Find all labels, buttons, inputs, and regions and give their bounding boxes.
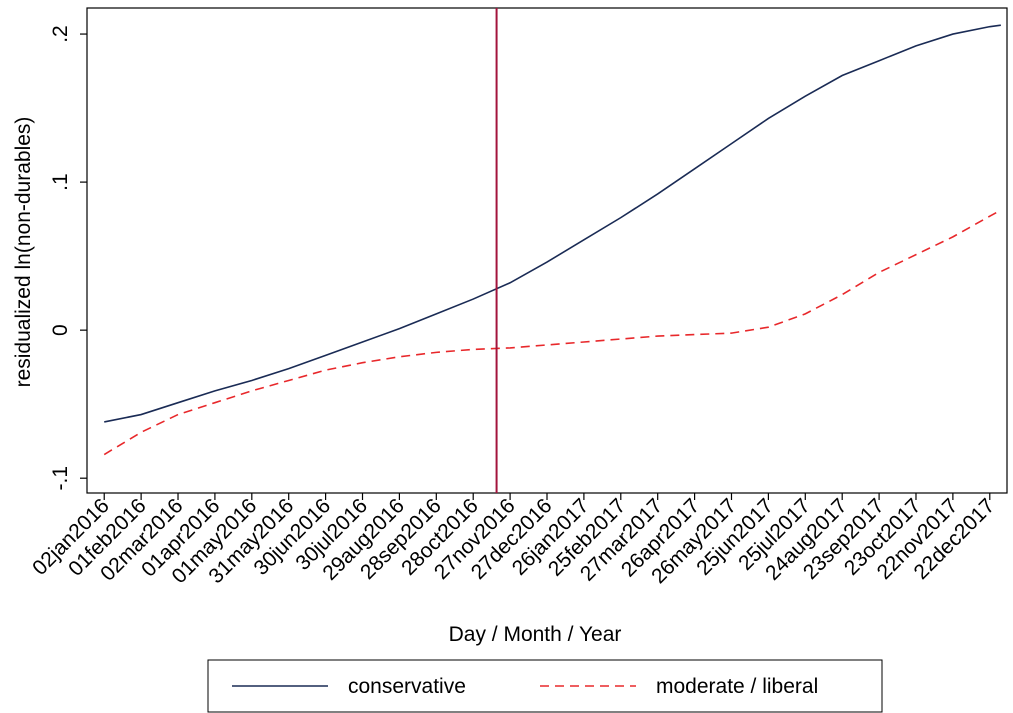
legend-label: conservative	[348, 675, 466, 698]
y-tick-label: .2	[49, 25, 72, 43]
y-tick-label: .1	[49, 173, 72, 191]
x-axis-label: Day / Month / Year	[449, 623, 622, 646]
y-axis-label: residualized ln(non-durables)	[12, 117, 35, 388]
series-line	[103, 209, 1002, 456]
y-tick-label: -.1	[49, 466, 72, 491]
series-line	[104, 24, 1001, 423]
y-tick-label: 0	[49, 324, 72, 336]
legend-label: moderate / liberal	[656, 675, 818, 698]
plot-frame	[86, 7, 1008, 494]
